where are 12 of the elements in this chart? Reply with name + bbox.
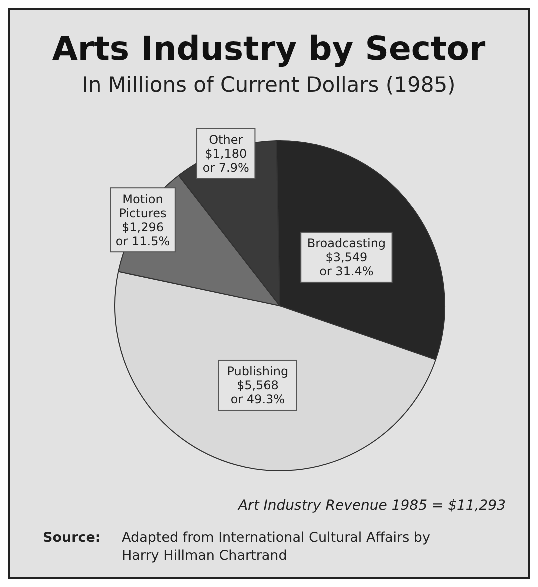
chart-title: Arts Industry by Sector [52,29,486,68]
data-label: $3,549 or 31.4% [320,250,374,279]
data-label: $1,180 or 7.9% [202,146,250,175]
data-label: $5,568 or 49.3% [230,378,286,407]
slice-label: Publishing [227,364,289,379]
slice-label: Other [209,132,244,147]
slice-label: Motion Pictures [119,192,167,220]
slice-label: Broadcasting [307,236,386,251]
text: Source: Adapted from International Cultural Affairs by Harry Hillman Chartrand [43,530,430,564]
chart-subtitle: In Millions of Current Dollars (1985) [82,73,456,97]
data-label: $1,296 or 11.5% [116,220,170,248]
text: Art Industry Revenue 1985 = $11,293 [237,498,506,514]
